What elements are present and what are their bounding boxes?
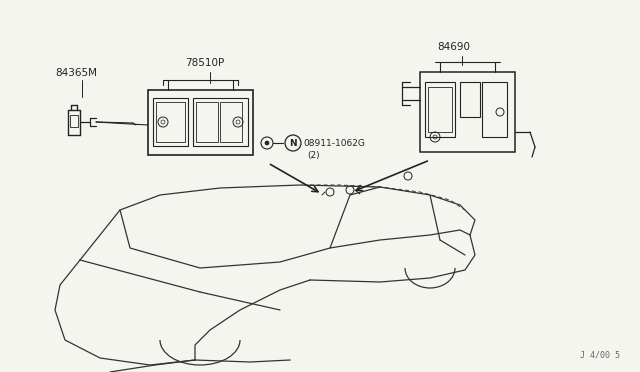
Text: J 4/00 5: J 4/00 5	[580, 351, 620, 360]
Text: 84365M: 84365M	[55, 68, 97, 78]
Text: (2): (2)	[307, 151, 319, 160]
Bar	[425, 82, 455, 137]
Bar	[220, 102, 242, 142]
Text: 78510P: 78510P	[185, 58, 224, 68]
Bar	[460, 82, 480, 117]
Circle shape	[265, 141, 269, 145]
Bar	[70, 115, 78, 127]
Bar	[420, 72, 515, 152]
Bar	[156, 102, 185, 142]
Text: 08911-1062G: 08911-1062G	[303, 139, 365, 148]
Bar	[196, 102, 218, 142]
Bar	[148, 90, 253, 155]
Text: 84690: 84690	[437, 42, 470, 52]
Bar	[153, 98, 188, 146]
Bar	[193, 98, 248, 146]
Bar	[428, 87, 452, 132]
Text: N: N	[289, 138, 297, 148]
Bar	[482, 82, 507, 137]
